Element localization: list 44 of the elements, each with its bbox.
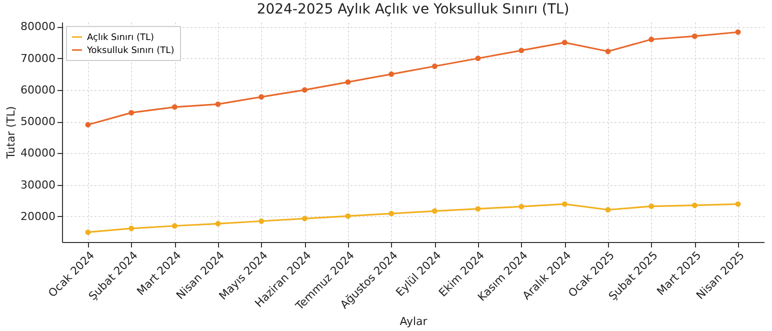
point (518, 204, 524, 210)
point (605, 48, 611, 54)
point (85, 122, 91, 128)
point (215, 220, 221, 226)
point (432, 208, 438, 214)
point (128, 226, 134, 232)
point (302, 87, 308, 93)
point (518, 48, 524, 54)
point (735, 29, 741, 35)
point (432, 64, 438, 69)
point (562, 40, 568, 46)
point (172, 223, 178, 229)
y-tick-label: 20000 (20, 210, 56, 223)
y-tick-label: 40000 (20, 146, 56, 160)
point (258, 94, 264, 100)
point (692, 202, 698, 208)
point (475, 206, 481, 212)
y-tick-label: 50000 (20, 115, 56, 128)
y-axis-title: Tutar (TL) (4, 106, 18, 160)
point (735, 201, 741, 207)
y-tick-label: 60000 (20, 83, 56, 96)
x-axis-title: Aylar (400, 314, 428, 328)
y-tick-label: 70000 (20, 52, 56, 65)
point (605, 207, 611, 212)
legend-label: Açlık Sınırı (TL) (87, 33, 154, 43)
point (128, 110, 134, 116)
point (172, 104, 178, 110)
point (215, 101, 221, 107)
point (692, 33, 698, 39)
legend-label: Yoksulluk Sınırı (TL) (86, 46, 174, 56)
point (475, 56, 481, 62)
point (648, 204, 654, 210)
point (345, 213, 351, 219)
point (302, 216, 308, 222)
point (648, 36, 654, 42)
chart-title: 2024-2025 Aylık Açlık ve Yoksulluk Sınırı (TL) (256, 2, 570, 18)
y-tick-label: 30000 (20, 178, 56, 192)
point (85, 229, 91, 235)
point (388, 71, 394, 77)
point (258, 218, 264, 224)
point (345, 79, 351, 85)
y-tick-label: 80000 (20, 20, 56, 34)
point (562, 201, 568, 207)
point (388, 210, 394, 216)
